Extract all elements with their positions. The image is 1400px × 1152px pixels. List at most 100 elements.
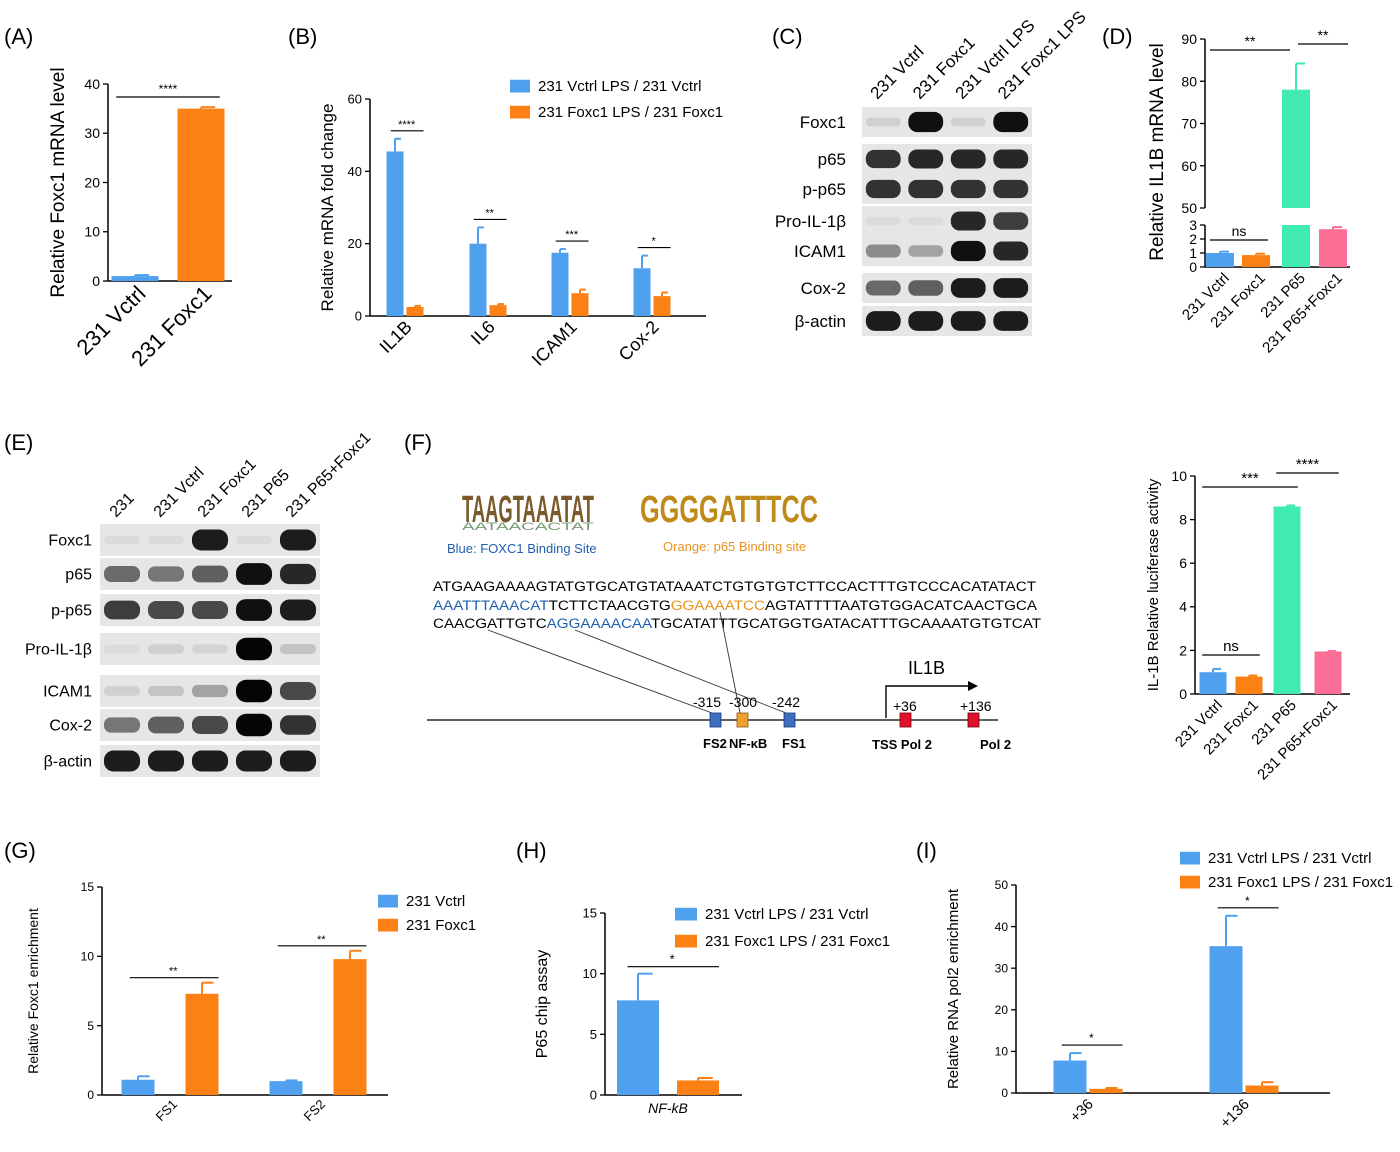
y-tick-label: 50 (995, 878, 1009, 892)
foxc1-binding-site-legend: Blue: FOXC1 Binding Site (447, 541, 597, 556)
p65-binding-site-legend: Orange: p65 Binding site (663, 539, 806, 554)
y-axis-label: P65 chip assay (534, 950, 551, 1059)
y-tick-label: 3 (1189, 217, 1197, 233)
connector-nfkb (719, 611, 741, 714)
bar-1 (1235, 676, 1263, 694)
y-tick-label: 1 (1189, 245, 1197, 261)
blot-band (279, 643, 317, 655)
y-tick-label: 0 (92, 273, 100, 289)
pos-300: -300 (729, 694, 757, 710)
y-tick-label: 30 (84, 125, 100, 141)
foxc1-logo-lower-letters: AATAACACTAT (462, 521, 594, 533)
blot-row-label: p65 (65, 567, 92, 584)
x-category-label: NF-kB (648, 1100, 688, 1116)
bar-3 (1319, 229, 1347, 267)
y-tick-label: 0 (1179, 686, 1187, 702)
significance-label: * (1245, 894, 1250, 908)
legend-swatch (675, 907, 697, 921)
legend-swatch (1180, 875, 1200, 889)
blot-band (865, 117, 901, 127)
blot-band (908, 149, 944, 169)
bar-2 (1273, 506, 1301, 694)
tss-arrow-head (968, 681, 978, 691)
y-tick-label: 20 (84, 174, 100, 190)
blot-band (950, 179, 986, 199)
bar-1-2 (571, 293, 589, 316)
significance-label: * (670, 952, 675, 967)
blot-band (191, 644, 229, 654)
pos-242: -242 (772, 694, 800, 710)
significance-label: **** (1296, 456, 1320, 473)
x-category-label: +36 (1067, 1096, 1097, 1126)
blot-band (191, 684, 229, 698)
seq2-foxc1-site: TTTAAACAT (462, 598, 548, 613)
y-tick-label: 15 (583, 906, 597, 921)
connector-fs2 (487, 629, 713, 714)
legend-swatch (378, 894, 398, 908)
x-category-label: Cox-2 (615, 317, 663, 365)
blot-band (950, 211, 986, 231)
blot-band (993, 278, 1029, 298)
legend-entry: 231 Foxc1 LPS / 231 Foxc1 (538, 104, 723, 121)
legend-entry: 231 Foxc1 (406, 917, 476, 934)
site-box-fs2 (709, 712, 722, 728)
bar-1-1 (333, 959, 367, 1095)
significance-label: ns (1232, 223, 1247, 239)
blot-band (147, 566, 185, 582)
lane-label: 231 P65+Foxc1 (283, 429, 375, 521)
bar-0-2 (551, 252, 569, 316)
blot-band (908, 216, 944, 226)
x-category-label: +136 (1217, 1096, 1253, 1132)
y-tick-label: 10 (84, 224, 100, 240)
significance-label: ns (1223, 638, 1239, 655)
significance-label: ** (1245, 33, 1256, 49)
panel-label-d: (D) (1102, 24, 1133, 49)
blot-band (147, 600, 185, 620)
sequence-line-1: ATGAAGAAAAGTATGTGCATGTATAAATCTGTGTGTCTTC… (433, 579, 1036, 594)
panel-label-e: (E) (4, 430, 33, 455)
blot-band (865, 311, 901, 331)
y-tick-label: 90 (1181, 31, 1197, 47)
site-box-pol2 (967, 712, 980, 728)
y-tick-label: 15 (81, 880, 95, 894)
blot-band (865, 216, 901, 226)
blot-row-label: p-p65 (51, 603, 92, 620)
blot-band (950, 240, 986, 262)
legend-entry: 231 Foxc1 LPS / 231 Foxc1 (1208, 874, 1393, 891)
blot-band (865, 179, 901, 199)
bar-2-upper (1282, 89, 1310, 208)
blot-band (235, 679, 273, 703)
blot-band (191, 715, 229, 735)
site-box-nfkb (736, 712, 749, 728)
panel-label-b: (B) (288, 24, 317, 49)
legend-swatch (1180, 851, 1200, 865)
blot-band (865, 244, 901, 258)
legend-entry: 231 Vctrl LPS / 231 Vctrl (705, 906, 868, 923)
significance-label: **** (159, 82, 178, 96)
site-label-pol2: Pol 2 (980, 737, 1011, 752)
bar-0 (111, 276, 159, 281)
legend-swatch (510, 79, 530, 93)
blot-band (191, 750, 229, 772)
blot-row-label: Pro-IL-1β (25, 642, 92, 659)
bar-0-0 (1053, 1060, 1087, 1093)
blot-band (279, 681, 317, 701)
y-axis-label: Relative RNA pol2 enrichment (945, 888, 962, 1089)
chart-luciferase: 0 2 4 6 8 10 IL-1B Relative luciferase activit… (1145, 456, 1350, 783)
significance-label: ** (169, 966, 178, 978)
blot-band (993, 212, 1029, 230)
site-label-fs1: FS1 (782, 736, 806, 751)
y-tick-label: 0 (1189, 259, 1197, 275)
bar-2-lower (1282, 225, 1310, 267)
panel-label-g: (G) (4, 838, 36, 863)
pos-136: +136 (960, 698, 992, 714)
significance-label: ** (1318, 27, 1329, 43)
bar-3 (1314, 651, 1342, 694)
y-tick-label: 70 (1181, 116, 1197, 132)
seq3-a: CAACGATTGTC (433, 616, 547, 631)
chart-h: 0 5 10 15 P65 chip assay * 231 Vctrl LPS / 231… (534, 906, 890, 1116)
legend-swatch (510, 105, 530, 119)
